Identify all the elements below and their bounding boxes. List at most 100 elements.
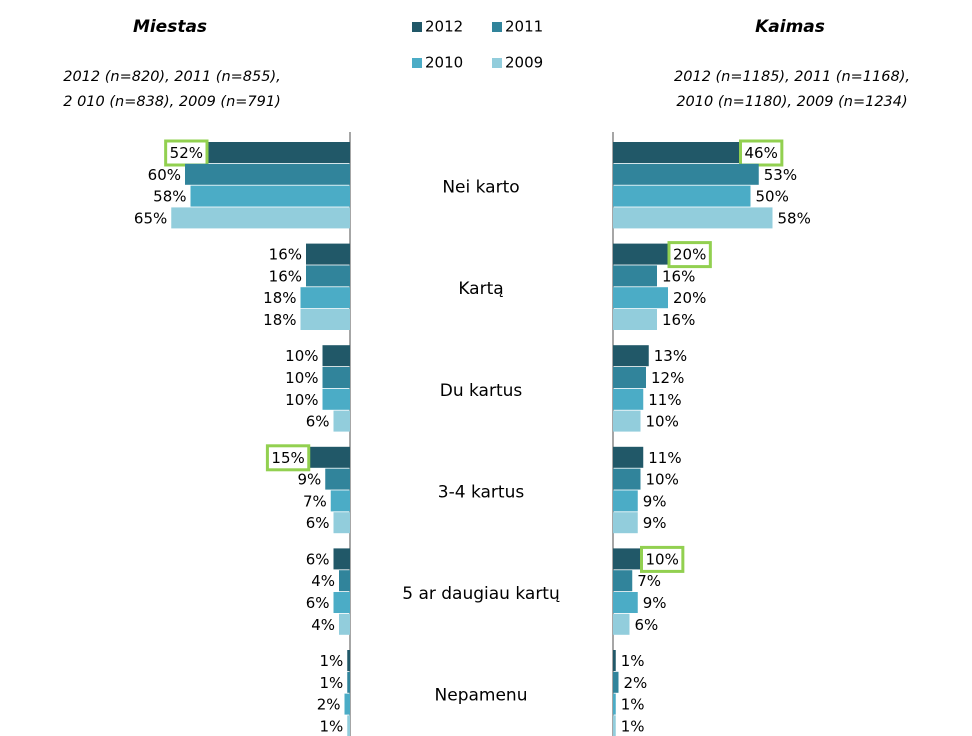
- panel-subtitle: 2 010 (n=838), 2009 (n=791): [63, 94, 281, 110]
- value-label: 1%: [319, 717, 343, 735]
- bar: [613, 592, 638, 613]
- value-label: 2%: [624, 674, 648, 692]
- bar: [613, 309, 657, 330]
- legend-label: 2009: [505, 54, 543, 72]
- bar: [613, 715, 616, 736]
- value-label: 50%: [756, 188, 789, 206]
- category-label: Nei karto: [442, 178, 519, 198]
- value-label: 1%: [319, 652, 343, 670]
- bar: [333, 512, 350, 534]
- category-label: 3-4 kartus: [438, 482, 525, 502]
- value-label: 6%: [635, 616, 659, 634]
- category-label: Nepamenu: [435, 686, 528, 706]
- value-label: 1%: [621, 696, 645, 714]
- bar: [613, 163, 759, 185]
- value-label: 58%: [153, 188, 186, 206]
- legend-label: 2011: [505, 18, 543, 36]
- bar: [613, 570, 633, 592]
- value-label: 4%: [311, 616, 335, 634]
- legend-swatch: [492, 22, 502, 32]
- bar: [330, 490, 350, 512]
- value-label: 1%: [621, 652, 645, 670]
- value-label: 16%: [269, 267, 302, 285]
- value-label: 10%: [646, 471, 679, 489]
- bar: [306, 243, 350, 265]
- bar: [339, 570, 350, 592]
- value-label: 2%: [317, 696, 341, 714]
- value-label: 10%: [285, 391, 318, 409]
- bar: [185, 163, 350, 185]
- bar: [613, 650, 616, 671]
- value-label: 1%: [621, 717, 645, 735]
- legend-label: 2012: [425, 18, 463, 36]
- bar: [613, 671, 619, 693]
- bar: [207, 142, 350, 163]
- value-label: 11%: [648, 391, 681, 409]
- bar: [613, 512, 638, 534]
- value-label: 1%: [319, 674, 343, 692]
- panel-title: Kaimas: [755, 17, 825, 37]
- highlight-box: [265, 444, 311, 472]
- legend-swatch: [412, 58, 422, 68]
- bar: [322, 388, 350, 410]
- bar: [613, 613, 630, 635]
- legend-swatch: [492, 58, 502, 68]
- value-label: 6%: [306, 550, 330, 568]
- bar: [300, 287, 350, 309]
- value-label: 10%: [285, 347, 318, 365]
- panel-subtitle: 2012 (n=820), 2011 (n=855),: [63, 69, 281, 85]
- value-label: 13%: [654, 347, 687, 365]
- value-label: 10%: [285, 369, 318, 387]
- bar: [613, 265, 657, 287]
- bar: [325, 468, 350, 490]
- bar: [613, 142, 740, 163]
- bar: [306, 265, 350, 287]
- value-label: 16%: [269, 246, 302, 264]
- bar: [339, 613, 350, 635]
- bar: [613, 367, 646, 388]
- value-label: 52%: [170, 144, 203, 162]
- bar: [613, 693, 616, 715]
- value-label: 65%: [134, 209, 167, 227]
- bar: [333, 592, 350, 613]
- value-label: 60%: [148, 166, 181, 184]
- value-label: 18%: [263, 311, 296, 329]
- value-label: 7%: [637, 572, 661, 590]
- bar: [333, 410, 350, 432]
- bar: [613, 490, 638, 512]
- bar: [613, 468, 641, 490]
- bar: [613, 388, 644, 410]
- bar: [333, 548, 350, 570]
- value-label: 16%: [662, 267, 695, 285]
- bar: [613, 243, 668, 265]
- highlight-box: [667, 241, 712, 269]
- bar: [344, 693, 350, 715]
- bar: [171, 207, 350, 229]
- bar: [300, 309, 350, 330]
- bar: [613, 207, 773, 229]
- value-label: 12%: [651, 369, 684, 387]
- value-label: 10%: [646, 413, 679, 431]
- value-label: 10%: [646, 550, 679, 568]
- category-label: Du kartus: [440, 381, 523, 401]
- bar: [190, 185, 350, 207]
- value-label: 9%: [297, 471, 321, 489]
- highlight-box: [739, 139, 784, 167]
- value-label: 6%: [306, 413, 330, 431]
- value-label: 20%: [673, 289, 706, 307]
- value-label: 4%: [311, 572, 335, 590]
- value-label: 9%: [643, 514, 667, 532]
- value-label: 6%: [306, 514, 330, 532]
- legend-label: 2010: [425, 54, 463, 72]
- value-label: 11%: [648, 449, 681, 467]
- value-label: 58%: [778, 209, 811, 227]
- bar: [308, 446, 350, 468]
- bar: [613, 446, 644, 468]
- value-label: 15%: [271, 449, 304, 467]
- legend-swatch: [412, 22, 422, 32]
- bar: [322, 367, 350, 388]
- value-label: 9%: [643, 594, 667, 612]
- category-label: 5 ar daugiau kartų: [402, 584, 560, 604]
- panel-subtitle: 2012 (n=1185), 2011 (n=1168),: [674, 69, 910, 85]
